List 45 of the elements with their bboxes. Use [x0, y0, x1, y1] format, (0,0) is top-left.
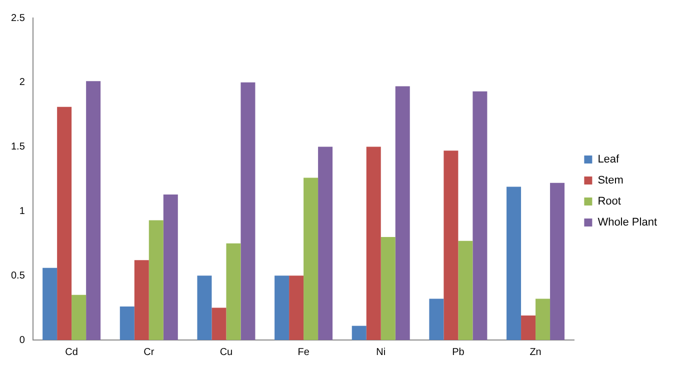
bar — [42, 268, 58, 340]
legend-label: Whole Plant — [598, 216, 658, 229]
x-tick-label: Pb — [452, 346, 465, 358]
x-tick-label: Ni — [376, 346, 386, 358]
y-tick-label: 0 — [19, 334, 26, 346]
bar — [120, 306, 134, 340]
bar — [444, 150, 458, 340]
legend-label: Stem — [598, 174, 624, 187]
bar — [521, 316, 536, 340]
bar — [226, 243, 241, 340]
y-tick-label: 1 — [19, 206, 26, 217]
bar — [163, 194, 178, 340]
x-tick-label: Cu — [220, 346, 233, 358]
x-tick-label: Cd — [65, 346, 78, 358]
bar — [352, 326, 366, 340]
x-tick-label: Zn — [530, 346, 542, 358]
bar — [429, 298, 444, 340]
bar — [72, 294, 86, 340]
legend-label: Root — [598, 196, 621, 208]
bar — [380, 236, 396, 340]
bar — [57, 106, 72, 340]
bar — [304, 178, 318, 340]
bar — [134, 260, 149, 340]
bar — [472, 91, 488, 340]
bar — [506, 186, 522, 340]
bar — [240, 82, 256, 340]
legend-label: Leaf — [598, 154, 620, 166]
y-tick-label: 1.5 — [10, 142, 26, 153]
bar — [86, 81, 101, 340]
bar — [550, 182, 565, 340]
bar — [197, 276, 212, 340]
y-tick-label: 2 — [19, 77, 26, 88]
x-tick-label: Cr — [144, 346, 155, 358]
bar — [148, 220, 164, 340]
y-tick-label: 0.5 — [10, 270, 26, 282]
bar — [318, 146, 333, 340]
bar — [274, 276, 290, 340]
bar — [212, 308, 226, 340]
bar — [366, 146, 381, 340]
x-tick-label: Fe — [298, 346, 310, 358]
bar — [458, 240, 473, 340]
bar — [289, 276, 304, 340]
bar — [395, 86, 410, 340]
bar — [536, 298, 550, 340]
y-tick-label: 2.5 — [10, 12, 26, 24]
